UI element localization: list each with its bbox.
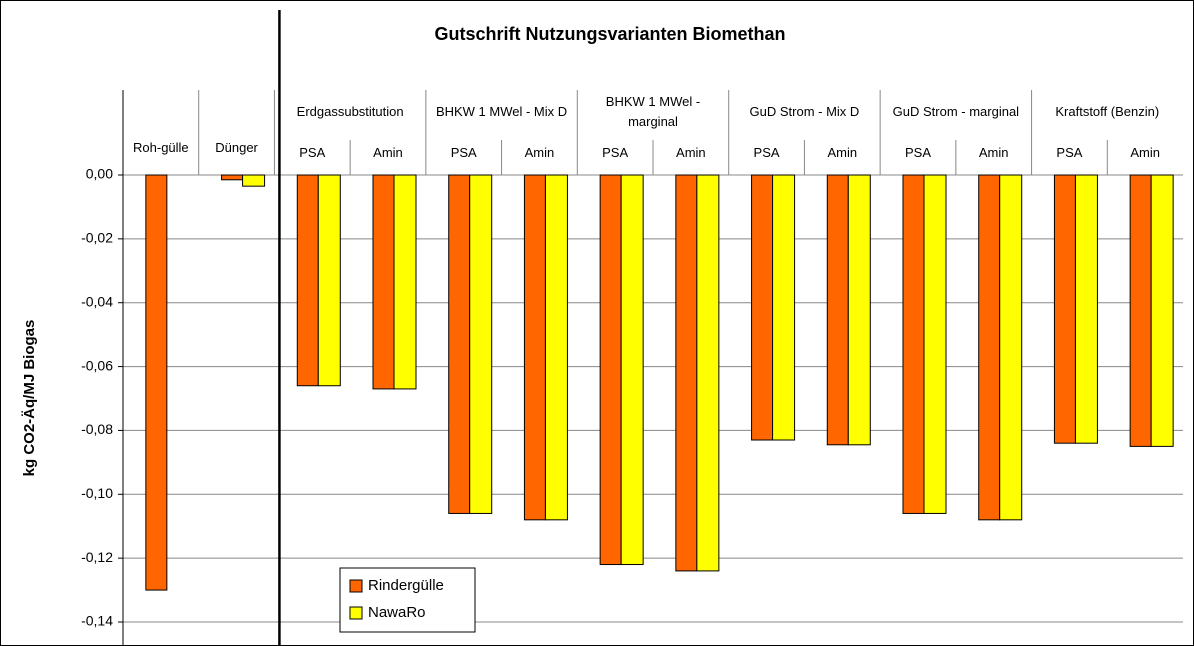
category-label: Amin — [827, 145, 858, 160]
bar — [296, 174, 319, 387]
bar — [675, 174, 698, 572]
bar — [523, 174, 546, 521]
bar — [999, 174, 1023, 521]
group-label: Erdgassubstitution — [296, 104, 404, 119]
bar — [242, 174, 266, 187]
bar — [923, 174, 947, 514]
group-label: BHKW 1 MWel - Mix D — [435, 104, 568, 119]
group-label: Kraftstoff (Benzin) — [1055, 104, 1160, 119]
category-label: PSA — [904, 145, 931, 160]
group-label: BHKW 1 MWel - marginal — [605, 94, 701, 129]
chart-title: Gutschrift Nutzungsvarianten Biomethan — [434, 24, 785, 44]
bar — [826, 174, 849, 446]
bar — [751, 174, 774, 441]
category-label: Amin — [676, 145, 706, 160]
bar — [847, 174, 871, 446]
category-label: Amin — [373, 145, 403, 160]
bar — [221, 174, 244, 181]
y-tick-label: -0,08 — [81, 421, 113, 437]
y-tick-label: -0,02 — [81, 230, 113, 246]
bar — [620, 174, 644, 566]
y-tick-label: -0,12 — [81, 549, 113, 565]
y-tick-label: -0,06 — [81, 357, 113, 373]
category-label: PSA — [450, 145, 477, 160]
y-axis-title: kg CO2-Äq/MJ Biogas — [21, 320, 38, 477]
bar — [1053, 174, 1076, 444]
bar — [317, 174, 341, 387]
bar — [772, 174, 796, 441]
category-label: PSA — [1056, 145, 1083, 160]
bar — [1150, 174, 1174, 447]
bar — [1074, 174, 1098, 444]
y-tick-label: 0,00 — [86, 166, 113, 182]
bar — [696, 174, 720, 572]
group-label: Dünger — [215, 140, 258, 155]
bar — [393, 174, 417, 390]
category-label: Amin — [1130, 145, 1160, 160]
legend-swatch — [349, 606, 363, 620]
category-label: PSA — [602, 145, 629, 160]
category-label: PSA — [299, 145, 326, 160]
bar — [599, 174, 622, 566]
category-label: PSA — [753, 145, 780, 160]
group-label: Roh-gülle — [133, 140, 189, 155]
bar — [469, 174, 493, 514]
bar — [902, 174, 925, 514]
category-label: Amin — [978, 145, 1009, 160]
group-label: GuD Strom - Mix D — [749, 104, 860, 119]
bar — [1129, 174, 1152, 447]
y-tick-label: -0,10 — [81, 485, 113, 501]
group-label: GuD Strom - marginal — [892, 104, 1020, 119]
y-tick-label: -0,04 — [81, 293, 113, 309]
bar — [448, 174, 471, 514]
y-tick-label: -0,14 — [81, 613, 113, 629]
legend-label: Rindergülle — [368, 577, 444, 594]
bar — [145, 174, 168, 591]
legend-box — [339, 567, 476, 633]
legend-swatch — [349, 579, 363, 593]
legend-label: NawaRo — [368, 604, 426, 621]
bar — [544, 174, 568, 521]
category-label: Amin — [524, 145, 555, 160]
bar — [978, 174, 1001, 521]
bar — [372, 174, 395, 390]
